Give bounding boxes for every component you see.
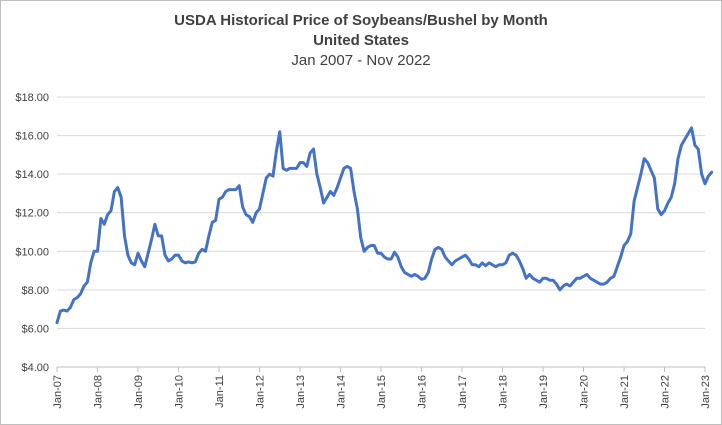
x-tick-label: Jan-11 xyxy=(214,375,226,408)
x-tick-label: Jan-17 xyxy=(457,375,469,409)
chart-titles: USDA Historical Price of Soybeans/Bushel… xyxy=(1,11,721,71)
y-tick-label: $12.00 xyxy=(15,208,49,220)
gridlines xyxy=(57,96,705,329)
x-tick-label: Jan-22 xyxy=(660,375,672,409)
y-tick-label: $6.00 xyxy=(21,323,49,335)
x-tick-label: Jan-08 xyxy=(93,375,105,409)
x-tick-label: Jan-18 xyxy=(498,375,510,409)
x-axis-ticks: Jan-07 Jan-08 Jan-09 Jan-10 Jan-11 Jan-12 Jan-… xyxy=(52,367,712,409)
x-tick-label: Jan-21 xyxy=(619,375,631,409)
chart-subtitle-region: United States xyxy=(313,32,409,49)
y-tick-label: $18.00 xyxy=(15,92,49,104)
series-line-soybean-price xyxy=(55,126,714,325)
chart-title: USDA Historical Price of Soybeans/Bushel… xyxy=(174,12,548,29)
x-tick-label: Jan-09 xyxy=(133,375,145,409)
y-tick-label: $8.00 xyxy=(21,285,49,297)
chart-subtitle-range: Jan 2007 - Nov 2022 xyxy=(291,52,431,69)
x-tick-label: Jan-15 xyxy=(376,375,388,409)
x-tick-label: Jan-23 xyxy=(700,375,712,409)
x-tick-label: Jan-16 xyxy=(417,375,429,409)
x-tick-label: Jan-20 xyxy=(579,375,591,409)
x-tick-label: Jan-07 xyxy=(52,375,64,409)
x-tick-label: Jan-10 xyxy=(174,375,186,409)
y-tick-label: $4.00 xyxy=(21,362,49,374)
x-tick-label: Jan-14 xyxy=(336,375,348,409)
y-tick-label: $16.00 xyxy=(15,131,49,143)
y-tick-label: $14.00 xyxy=(15,169,49,181)
x-tick-label: Jan-12 xyxy=(255,375,267,409)
x-tick-label: Jan-13 xyxy=(295,375,307,409)
y-axis-ticks: $4.00 $6.00 $8.00 $10.00 $12.00 $14.00 $16.00 $… xyxy=(15,92,49,374)
x-tick-label: Jan-19 xyxy=(538,375,550,409)
y-tick-label: $10.00 xyxy=(15,246,49,258)
